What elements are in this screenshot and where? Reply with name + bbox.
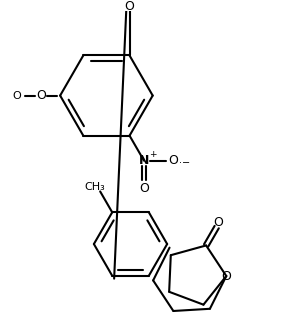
Text: O: O [168,154,178,167]
Text: O: O [214,216,224,229]
Text: CH₃: CH₃ [84,182,105,192]
Text: O: O [221,270,231,282]
Text: O: O [125,0,134,13]
Text: O: O [12,91,21,100]
Text: ·−: ·− [179,158,190,168]
Text: N: N [139,154,149,167]
Text: O: O [36,89,46,102]
Text: +: + [149,150,157,159]
Text: O: O [139,182,149,195]
